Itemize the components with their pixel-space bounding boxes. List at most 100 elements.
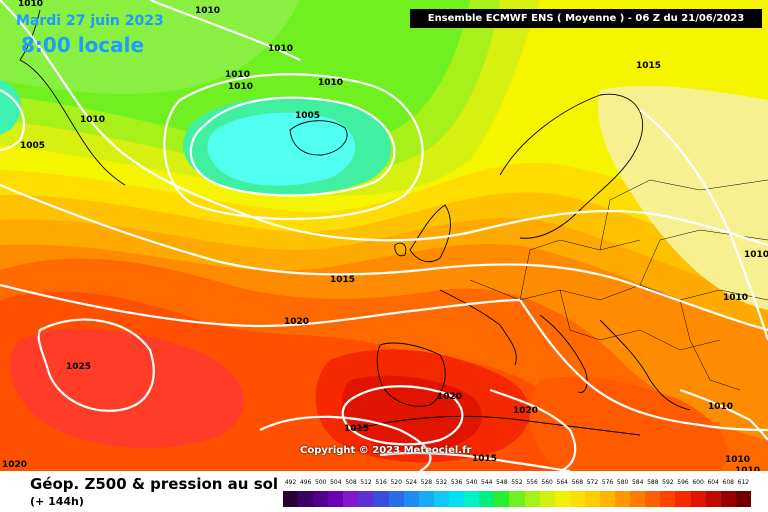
map-canvas: 1010 1010 1010 1010 1010 1010 1005 1005 … (0, 0, 768, 471)
border-3 (599, 179, 768, 251)
legend-label: 604 (707, 479, 719, 486)
legend-swatch (433, 491, 450, 507)
isobar-1015-c (519, 299, 768, 432)
legend-label: 544 (481, 479, 493, 486)
isobar-label: 1010 (225, 70, 250, 80)
legend-label: 592 (662, 479, 674, 486)
italy (539, 314, 588, 393)
isobar-label: 1010 (708, 402, 733, 412)
isobar-1010-d (679, 388, 768, 441)
border-6 (679, 299, 741, 391)
model-run-header: Ensemble ECMWF ENS ( Moyenne ) - 06 Z du… (410, 9, 762, 28)
isobars (0, 0, 768, 471)
fill-band-north (0, 0, 300, 95)
legend-swatch (660, 491, 676, 507)
isobar-label: 1020 (2, 460, 27, 470)
legend-label: 492 (284, 479, 297, 486)
isobar-1005-west (0, 89, 25, 152)
legend-scale-labels: 492 496 500 504 508 512 516 520 524 528 532 536 540 5… (283, 479, 751, 489)
fill-scandinavia (598, 85, 768, 310)
legend-label: 584 (631, 479, 644, 486)
legend-swatch (343, 491, 359, 507)
legend-label: 508 (345, 479, 357, 486)
legend-swatch (645, 491, 661, 507)
legend-swatch (675, 491, 691, 507)
legend-swatch (735, 491, 751, 507)
balkans (599, 319, 691, 411)
isobar-label: 1010 (18, 0, 43, 9)
isobar-1015-d (379, 451, 571, 471)
legend-label: 588 (647, 479, 659, 486)
isobar-1010-a (0, 0, 768, 247)
legend-label: 600 (692, 479, 704, 486)
north-africa (349, 415, 641, 436)
legend-label: 512 (360, 479, 372, 486)
isobar-label: 1010 (195, 6, 220, 16)
legend-label: 500 (315, 479, 327, 486)
legend-swatch (328, 491, 344, 507)
isobar-1015-b (259, 415, 432, 471)
legend-label: 548 (496, 479, 508, 486)
british-isles (409, 204, 451, 263)
isobar-1020-c (489, 388, 577, 471)
isobar-1020-b (341, 385, 464, 446)
legend-swatch (449, 491, 465, 507)
legend-swatch (403, 491, 419, 507)
legend-swatch (524, 491, 540, 507)
forecast-time: 8:00 locale (21, 33, 145, 57)
greenland-coast (19, 59, 126, 186)
isobar-label: 1010 (318, 78, 343, 88)
france-coast (439, 289, 517, 366)
iberia (376, 342, 446, 407)
isobar-label: 1025 (66, 362, 91, 372)
legend-swatch (705, 491, 721, 507)
legend-label: 560 (541, 479, 553, 486)
legend-swatch (630, 491, 646, 507)
legend-label: 552 (511, 479, 523, 486)
legend-label: 580 (616, 479, 629, 486)
legend-label: 556 (526, 479, 538, 486)
isobar-label: 1010 (744, 250, 768, 260)
border-2 (519, 239, 641, 301)
fill-high-atlantic (9, 328, 244, 449)
border-5 (559, 289, 721, 351)
isobar-label: 1015 (344, 424, 369, 434)
isobar-label: 1005 (295, 111, 320, 121)
scandinavia-coast (499, 93, 644, 239)
isobar-label: 1020 (437, 392, 462, 402)
legend-label: 568 (571, 479, 584, 486)
legend-label: 572 (586, 479, 599, 486)
forecast-lead-time: (+ 144h) (30, 495, 84, 508)
legend-swatch (388, 491, 404, 507)
legend-label: 612 (737, 479, 750, 486)
legend-label: 532 (435, 479, 448, 486)
isobar-1010-c (639, 109, 768, 341)
legend-swatch (479, 491, 495, 507)
legend-swatch (418, 491, 434, 507)
legend-swatch (509, 491, 525, 507)
isobar-label: 1015 (472, 454, 497, 464)
legend-swatch (313, 491, 329, 507)
legend-label: 564 (556, 479, 568, 486)
isobar-labels: 1010 1010 1010 1010 1010 1010 1005 1005 … (2, 0, 768, 471)
legend-swatch (494, 491, 510, 507)
legend-swatch (298, 491, 314, 507)
legend-swatch (615, 491, 631, 507)
isobar-label: 1010 (723, 293, 748, 303)
legend-label: 524 (405, 479, 418, 486)
legend-swatch (690, 491, 706, 507)
legend-label: 576 (601, 479, 614, 486)
isobar-label: 1010 (228, 82, 253, 92)
fill-east-med (529, 376, 728, 471)
legend-label: 608 (722, 479, 734, 486)
footer: Géop. Z500 & pression au sol (+ 144h) 49… (0, 471, 768, 512)
isobar-1010-north (149, 0, 301, 61)
legend-swatch (584, 491, 600, 507)
legend-swatch (358, 491, 374, 507)
legend-label: 520 (390, 479, 402, 486)
isobar-label: 1020 (284, 317, 309, 327)
legend-label: 596 (677, 479, 689, 486)
isobar-label: 1010 (725, 455, 750, 465)
legend-swatch (464, 491, 480, 507)
isobar-1025 (37, 318, 155, 412)
